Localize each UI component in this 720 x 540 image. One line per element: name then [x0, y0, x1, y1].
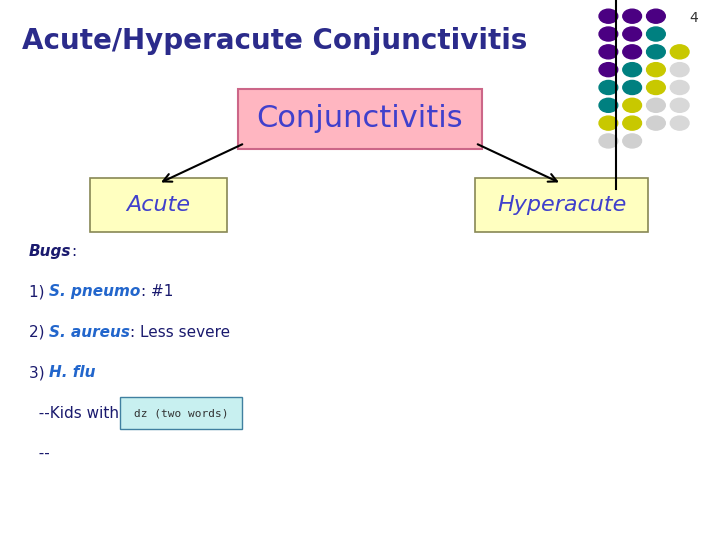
- Circle shape: [647, 80, 665, 94]
- Circle shape: [599, 134, 618, 148]
- Circle shape: [623, 63, 642, 77]
- Text: --Kids with: --Kids with: [29, 406, 124, 421]
- FancyBboxPatch shape: [120, 397, 243, 429]
- Text: Conjunctivitis: Conjunctivitis: [257, 104, 463, 133]
- Text: --: --: [29, 446, 50, 461]
- Circle shape: [670, 80, 689, 94]
- Text: Bugs: Bugs: [29, 244, 71, 259]
- Text: Acute/Hyperacute Conjunctivitis: Acute/Hyperacute Conjunctivitis: [22, 27, 527, 55]
- Circle shape: [623, 116, 642, 130]
- Circle shape: [670, 63, 689, 77]
- Text: 4: 4: [690, 11, 698, 25]
- Circle shape: [647, 116, 665, 130]
- Circle shape: [599, 45, 618, 59]
- Text: Acute: Acute: [126, 195, 191, 215]
- Circle shape: [599, 98, 618, 112]
- Text: 3): 3): [29, 365, 49, 380]
- Circle shape: [599, 9, 618, 23]
- FancyBboxPatch shape: [475, 178, 648, 232]
- FancyBboxPatch shape: [238, 89, 482, 148]
- Circle shape: [670, 116, 689, 130]
- Circle shape: [623, 134, 642, 148]
- Circle shape: [647, 98, 665, 112]
- Circle shape: [623, 27, 642, 41]
- Circle shape: [623, 80, 642, 94]
- FancyBboxPatch shape: [90, 178, 227, 232]
- Circle shape: [623, 98, 642, 112]
- Text: S. pneumo: S. pneumo: [49, 284, 140, 299]
- Text: :: :: [71, 244, 76, 259]
- Circle shape: [647, 9, 665, 23]
- Circle shape: [647, 63, 665, 77]
- Text: : Less severe: : Less severe: [130, 325, 230, 340]
- Text: Hyperacute: Hyperacute: [497, 195, 626, 215]
- Circle shape: [647, 27, 665, 41]
- Text: H. flu: H. flu: [49, 365, 96, 380]
- Circle shape: [599, 63, 618, 77]
- Circle shape: [670, 45, 689, 59]
- Circle shape: [647, 45, 665, 59]
- Circle shape: [599, 80, 618, 94]
- Circle shape: [670, 98, 689, 112]
- Text: 2): 2): [29, 325, 49, 340]
- Circle shape: [599, 27, 618, 41]
- Text: : #1: : #1: [140, 284, 173, 299]
- Circle shape: [623, 45, 642, 59]
- Text: 1): 1): [29, 284, 49, 299]
- Circle shape: [599, 116, 618, 130]
- Circle shape: [623, 9, 642, 23]
- Text: S. aureus: S. aureus: [49, 325, 130, 340]
- Text: dz (two words): dz (two words): [134, 408, 228, 418]
